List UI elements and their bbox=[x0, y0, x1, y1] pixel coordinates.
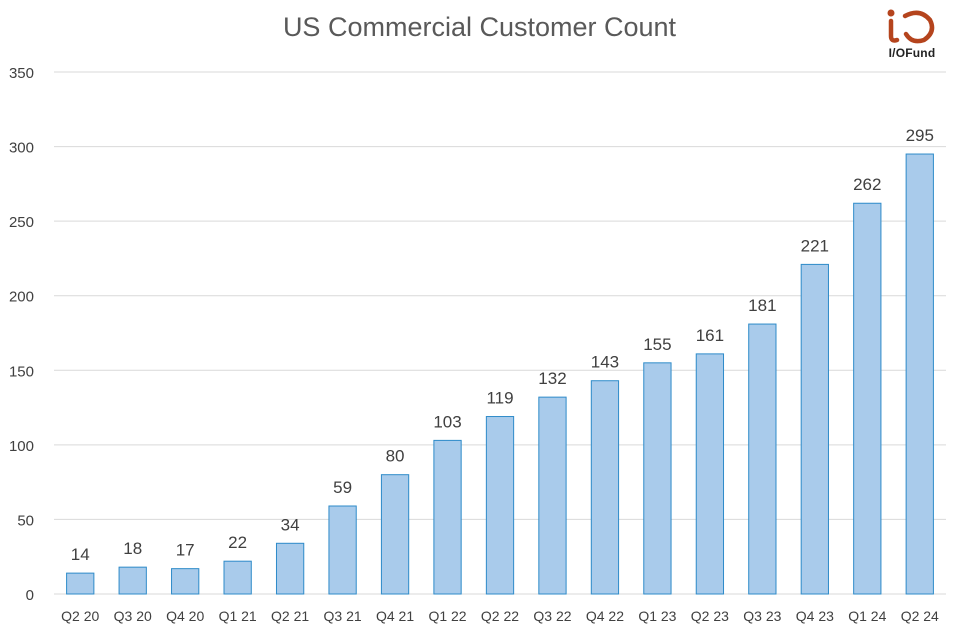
x-tick-label: Q3 22 bbox=[533, 608, 571, 624]
bar bbox=[748, 323, 777, 595]
y-tick-label: 0 bbox=[26, 587, 34, 604]
y-tick-label: 250 bbox=[9, 214, 34, 231]
y-tick-label: 300 bbox=[9, 140, 34, 157]
x-tick-label: Q2 24 bbox=[901, 608, 939, 624]
io-fund-logo-icon bbox=[887, 9, 935, 44]
x-tick-label: Q3 21 bbox=[324, 608, 362, 624]
data-label: 59 bbox=[333, 478, 352, 497]
io-fund-logo: I/OFund bbox=[872, 6, 952, 66]
data-label: 119 bbox=[486, 389, 513, 408]
x-tick-label: Q1 22 bbox=[428, 608, 466, 624]
bar bbox=[643, 362, 672, 595]
data-label: 34 bbox=[281, 515, 300, 534]
x-tick-label: Q2 22 bbox=[481, 608, 519, 624]
x-tick-label: Q2 21 bbox=[271, 608, 309, 624]
data-label: 143 bbox=[591, 353, 619, 372]
bar bbox=[853, 202, 882, 595]
x-tick-label: Q3 20 bbox=[114, 608, 152, 624]
x-tick-label: Q2 23 bbox=[691, 608, 729, 624]
bar bbox=[590, 380, 620, 595]
data-label: 103 bbox=[433, 412, 461, 431]
data-label: 17 bbox=[176, 541, 195, 560]
bar bbox=[275, 542, 305, 595]
bar bbox=[905, 153, 934, 595]
bar bbox=[66, 572, 95, 595]
data-label: 181 bbox=[748, 296, 776, 315]
data-label: 80 bbox=[386, 447, 405, 466]
bar bbox=[800, 263, 829, 595]
x-tick-label: Q2 20 bbox=[61, 608, 99, 624]
data-label: 262 bbox=[853, 175, 881, 194]
data-label: 22 bbox=[228, 533, 247, 552]
bar bbox=[433, 439, 462, 595]
data-label: 14 bbox=[71, 545, 90, 564]
x-tick-label: Q4 23 bbox=[796, 608, 834, 624]
y-tick-label: 150 bbox=[9, 363, 34, 380]
bar bbox=[695, 353, 725, 595]
x-tick-label: Q1 23 bbox=[638, 608, 676, 624]
bar bbox=[538, 396, 567, 595]
bar bbox=[118, 566, 147, 595]
y-tick-label: 50 bbox=[17, 512, 34, 529]
x-tick-label: Q3 23 bbox=[743, 608, 781, 624]
x-tick-label: Q4 21 bbox=[376, 608, 414, 624]
data-label: 161 bbox=[696, 326, 724, 345]
data-label: 155 bbox=[643, 335, 671, 354]
bar bbox=[380, 474, 410, 595]
data-label: 295 bbox=[906, 126, 934, 145]
data-label: 18 bbox=[123, 539, 142, 558]
bar bbox=[485, 416, 515, 595]
logo-text: I/OFund bbox=[888, 46, 936, 60]
bar bbox=[328, 505, 357, 595]
data-label: 221 bbox=[801, 236, 829, 255]
bar bbox=[171, 568, 200, 595]
y-tick-label: 200 bbox=[9, 289, 34, 306]
data-label: 132 bbox=[538, 369, 566, 388]
y-tick-label: 350 bbox=[9, 65, 34, 82]
y-tick-label: 100 bbox=[9, 438, 34, 455]
x-tick-label: Q4 22 bbox=[586, 608, 624, 624]
chart-title: US Commercial Customer Count bbox=[282, 12, 677, 42]
x-tick-label: Q4 20 bbox=[166, 608, 204, 624]
x-tick-label: Q1 21 bbox=[219, 608, 257, 624]
x-tick-label: Q1 24 bbox=[848, 608, 886, 624]
bar bbox=[223, 560, 252, 595]
